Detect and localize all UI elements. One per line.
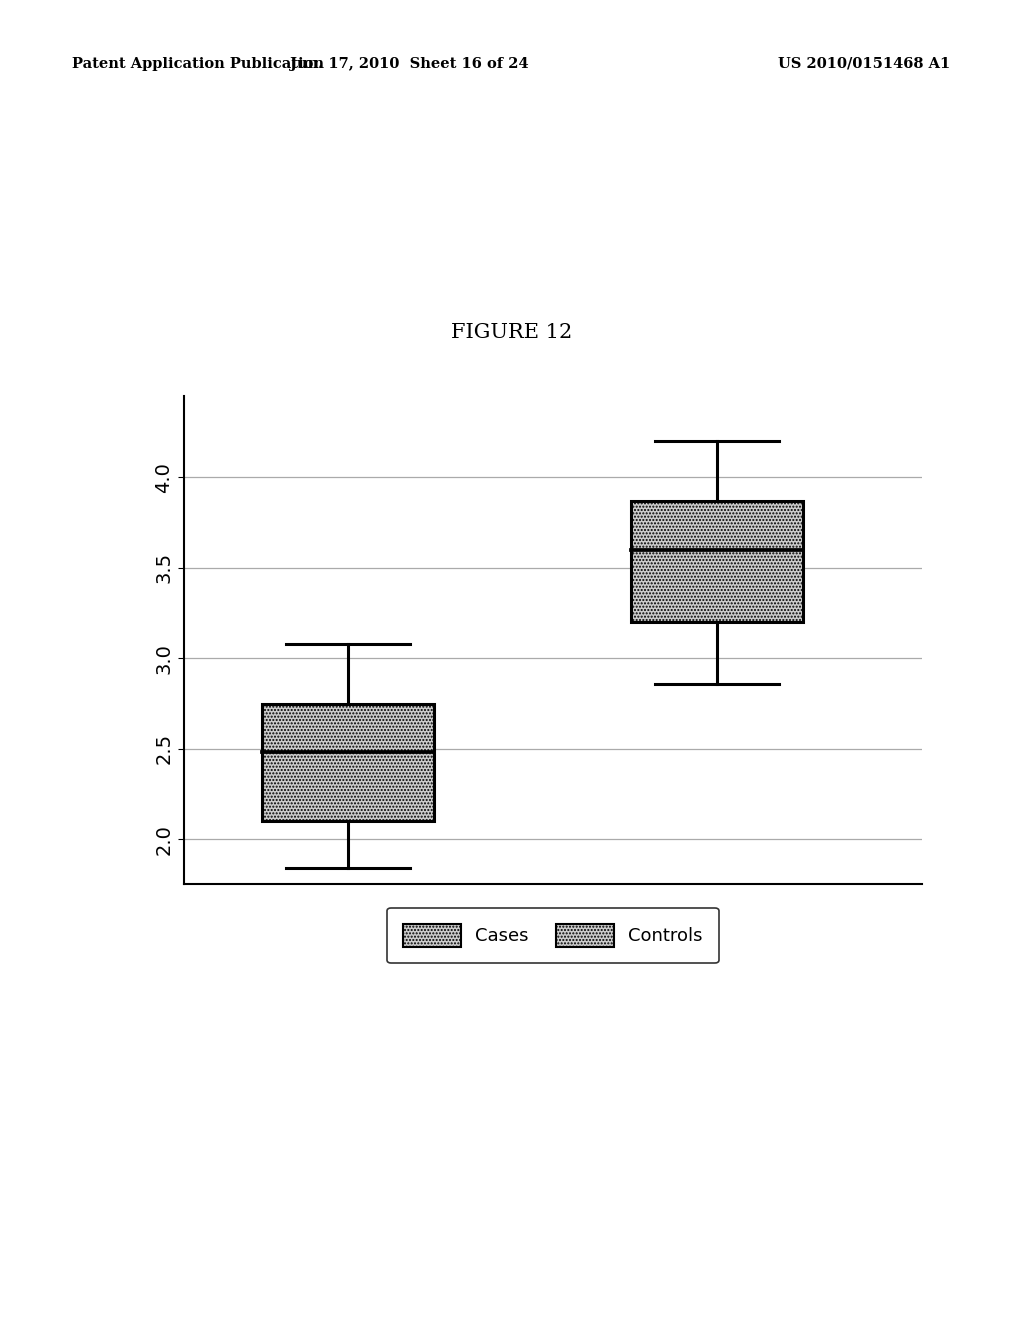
Bar	[262, 704, 434, 821]
Text: FIGURE 12: FIGURE 12	[452, 323, 572, 342]
Text: US 2010/0151468 A1: US 2010/0151468 A1	[778, 57, 950, 71]
Legend: Cases, Controls: Cases, Controls	[387, 908, 719, 964]
Text: Patent Application Publication: Patent Application Publication	[72, 57, 324, 71]
Text: Jun. 17, 2010  Sheet 16 of 24: Jun. 17, 2010 Sheet 16 of 24	[290, 57, 529, 71]
Bar	[631, 500, 803, 622]
